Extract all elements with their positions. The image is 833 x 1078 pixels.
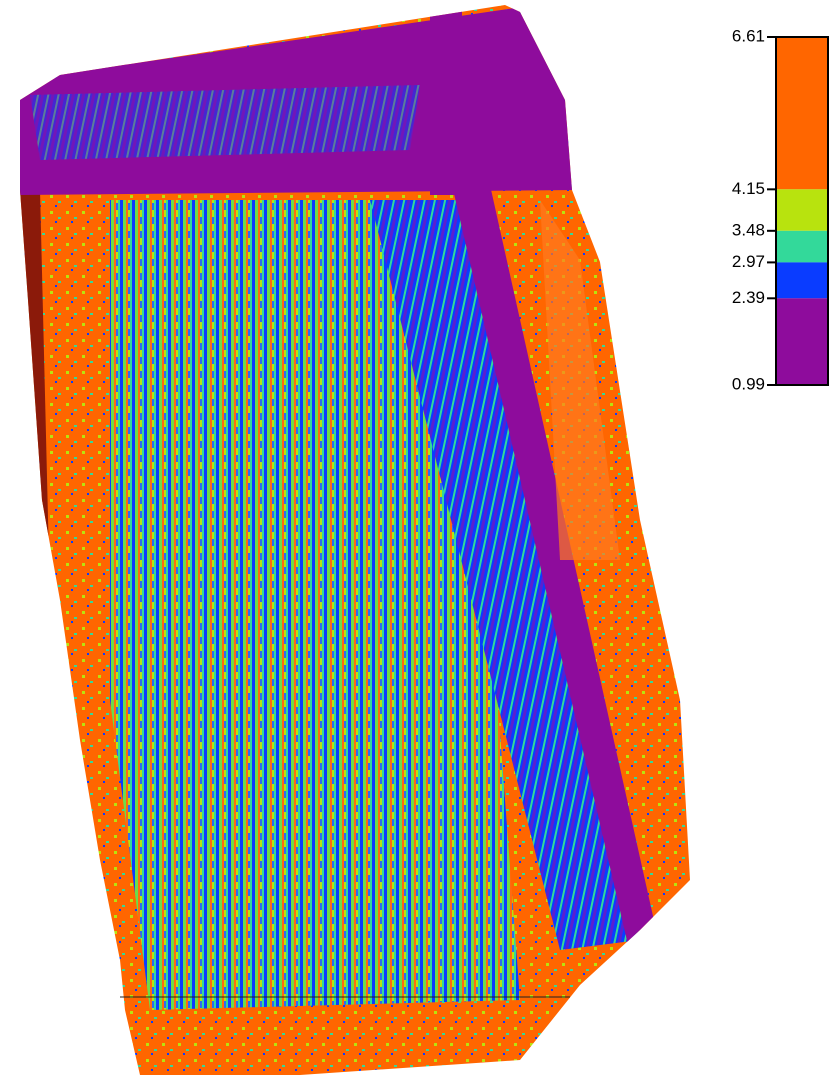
colorbar-segment [776, 231, 828, 263]
colorbar-tick-label: 4.15 [732, 179, 765, 198]
page: 6.614.153.482.972.390.99 (() => { const … [0, 0, 833, 1078]
colorbar-tick-label: 0.99 [732, 374, 765, 393]
colorbar: 6.61 4.15 3.48 2.97 2.39 0.99 [732, 26, 828, 393]
colorbar-segment [776, 37, 828, 189]
raster-top-noise [30, 85, 420, 160]
colorbar-tick-label: 3.48 [732, 220, 765, 239]
map-view: 6.61 4.15 3.48 2.97 2.39 0.99 [0, 0, 833, 1078]
colorbar-segment [776, 262, 828, 298]
colorbar-segment [776, 298, 828, 385]
colorbar-segment [776, 189, 828, 230]
field-raster [0, 0, 700, 1078]
colorbar-tick-label: 2.39 [732, 288, 765, 307]
colorbar-tick-label: 2.97 [732, 252, 765, 271]
raster-road-top [430, 0, 462, 195]
colorbar-tick-label: 6.61 [732, 26, 765, 45]
